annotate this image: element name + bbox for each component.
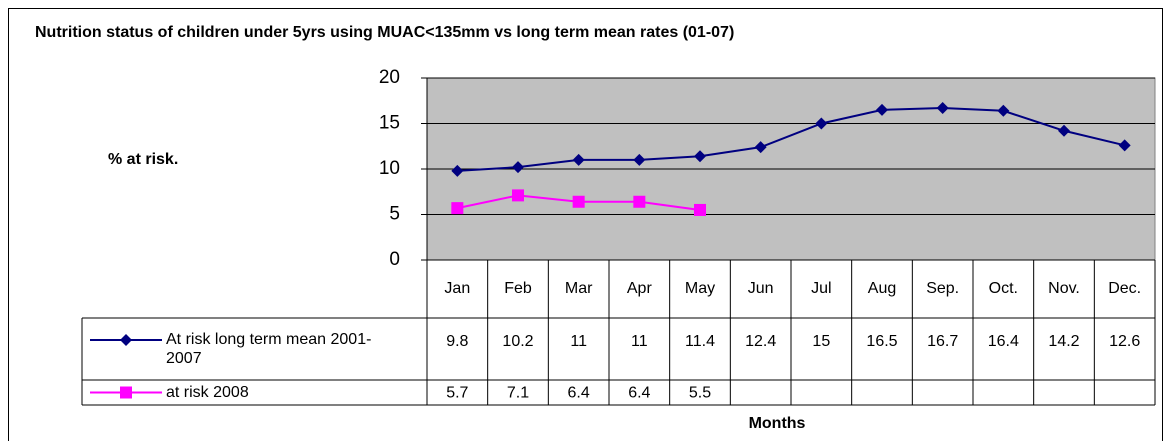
legend-label-box: at risk 2008 (166, 383, 249, 401)
point (120, 334, 132, 346)
y-tick-label: 10 (379, 158, 400, 179)
point (1058, 124, 1070, 137)
legend-label: At risk long term mean 2001-2007 (166, 331, 372, 367)
legend-label: at risk 2008 (166, 383, 249, 401)
table-value: 12.4 (745, 333, 776, 350)
point (997, 104, 1010, 117)
point (572, 153, 585, 166)
table-value: 16.7 (927, 333, 958, 350)
table-value: 6.4 (628, 385, 650, 402)
point (694, 150, 706, 163)
y-tick-label: 0 (389, 249, 400, 270)
x-tick-label: Mar (565, 280, 593, 297)
point (815, 117, 828, 130)
y-tick-label: 5 (389, 204, 400, 225)
point (451, 202, 464, 215)
table-value: 10.2 (502, 333, 533, 350)
x-tick-label: Sep. (926, 280, 959, 297)
x-tick-label: Feb (504, 280, 532, 297)
point (512, 189, 524, 202)
point (694, 203, 706, 216)
point (1118, 139, 1131, 152)
point (754, 141, 767, 154)
x-tick-label: Apr (627, 280, 653, 297)
table-value: 5.7 (446, 385, 468, 402)
point (451, 164, 464, 177)
y-tick-label: 20 (379, 67, 400, 88)
x-axis-label: Months (749, 415, 806, 432)
point (120, 386, 132, 399)
table-value: 11 (631, 333, 648, 350)
x-tick-label: Aug (868, 280, 896, 297)
x-tick-label: Nov. (1048, 280, 1080, 297)
x-tick-label: May (685, 280, 715, 297)
table-value: 16.4 (988, 333, 1019, 350)
table-value: 15 (812, 333, 830, 350)
y-axis-label: % at risk. (108, 151, 178, 168)
table-value: 5.5 (689, 385, 711, 402)
table-value: 12.6 (1109, 333, 1140, 350)
point (572, 195, 585, 208)
x-tick-label: Jun (748, 280, 774, 297)
table-value: 11 (570, 333, 587, 350)
point (936, 102, 949, 115)
x-tick-label: Oct. (989, 280, 1018, 297)
table-value: 16.5 (866, 333, 897, 350)
point (512, 161, 524, 174)
chart-title: Nutrition status of children under 5yrs … (35, 24, 734, 41)
table-value: 14.2 (1048, 333, 1079, 350)
point (633, 195, 646, 208)
point (876, 103, 888, 116)
x-tick-label: Jul (811, 280, 831, 297)
legend-label-box: At risk long term mean 2001-2007 (166, 331, 372, 367)
series-line (457, 107, 1125, 172)
table-value: 6.4 (568, 385, 590, 402)
y-tick-label: 15 (379, 113, 400, 134)
x-tick-label: Jan (444, 280, 470, 297)
table-value: 11.4 (685, 333, 715, 350)
x-tick-label: Dec. (1108, 280, 1141, 297)
table-value: 7.1 (507, 385, 529, 402)
table-value: 9.8 (446, 333, 468, 350)
point (633, 153, 646, 166)
